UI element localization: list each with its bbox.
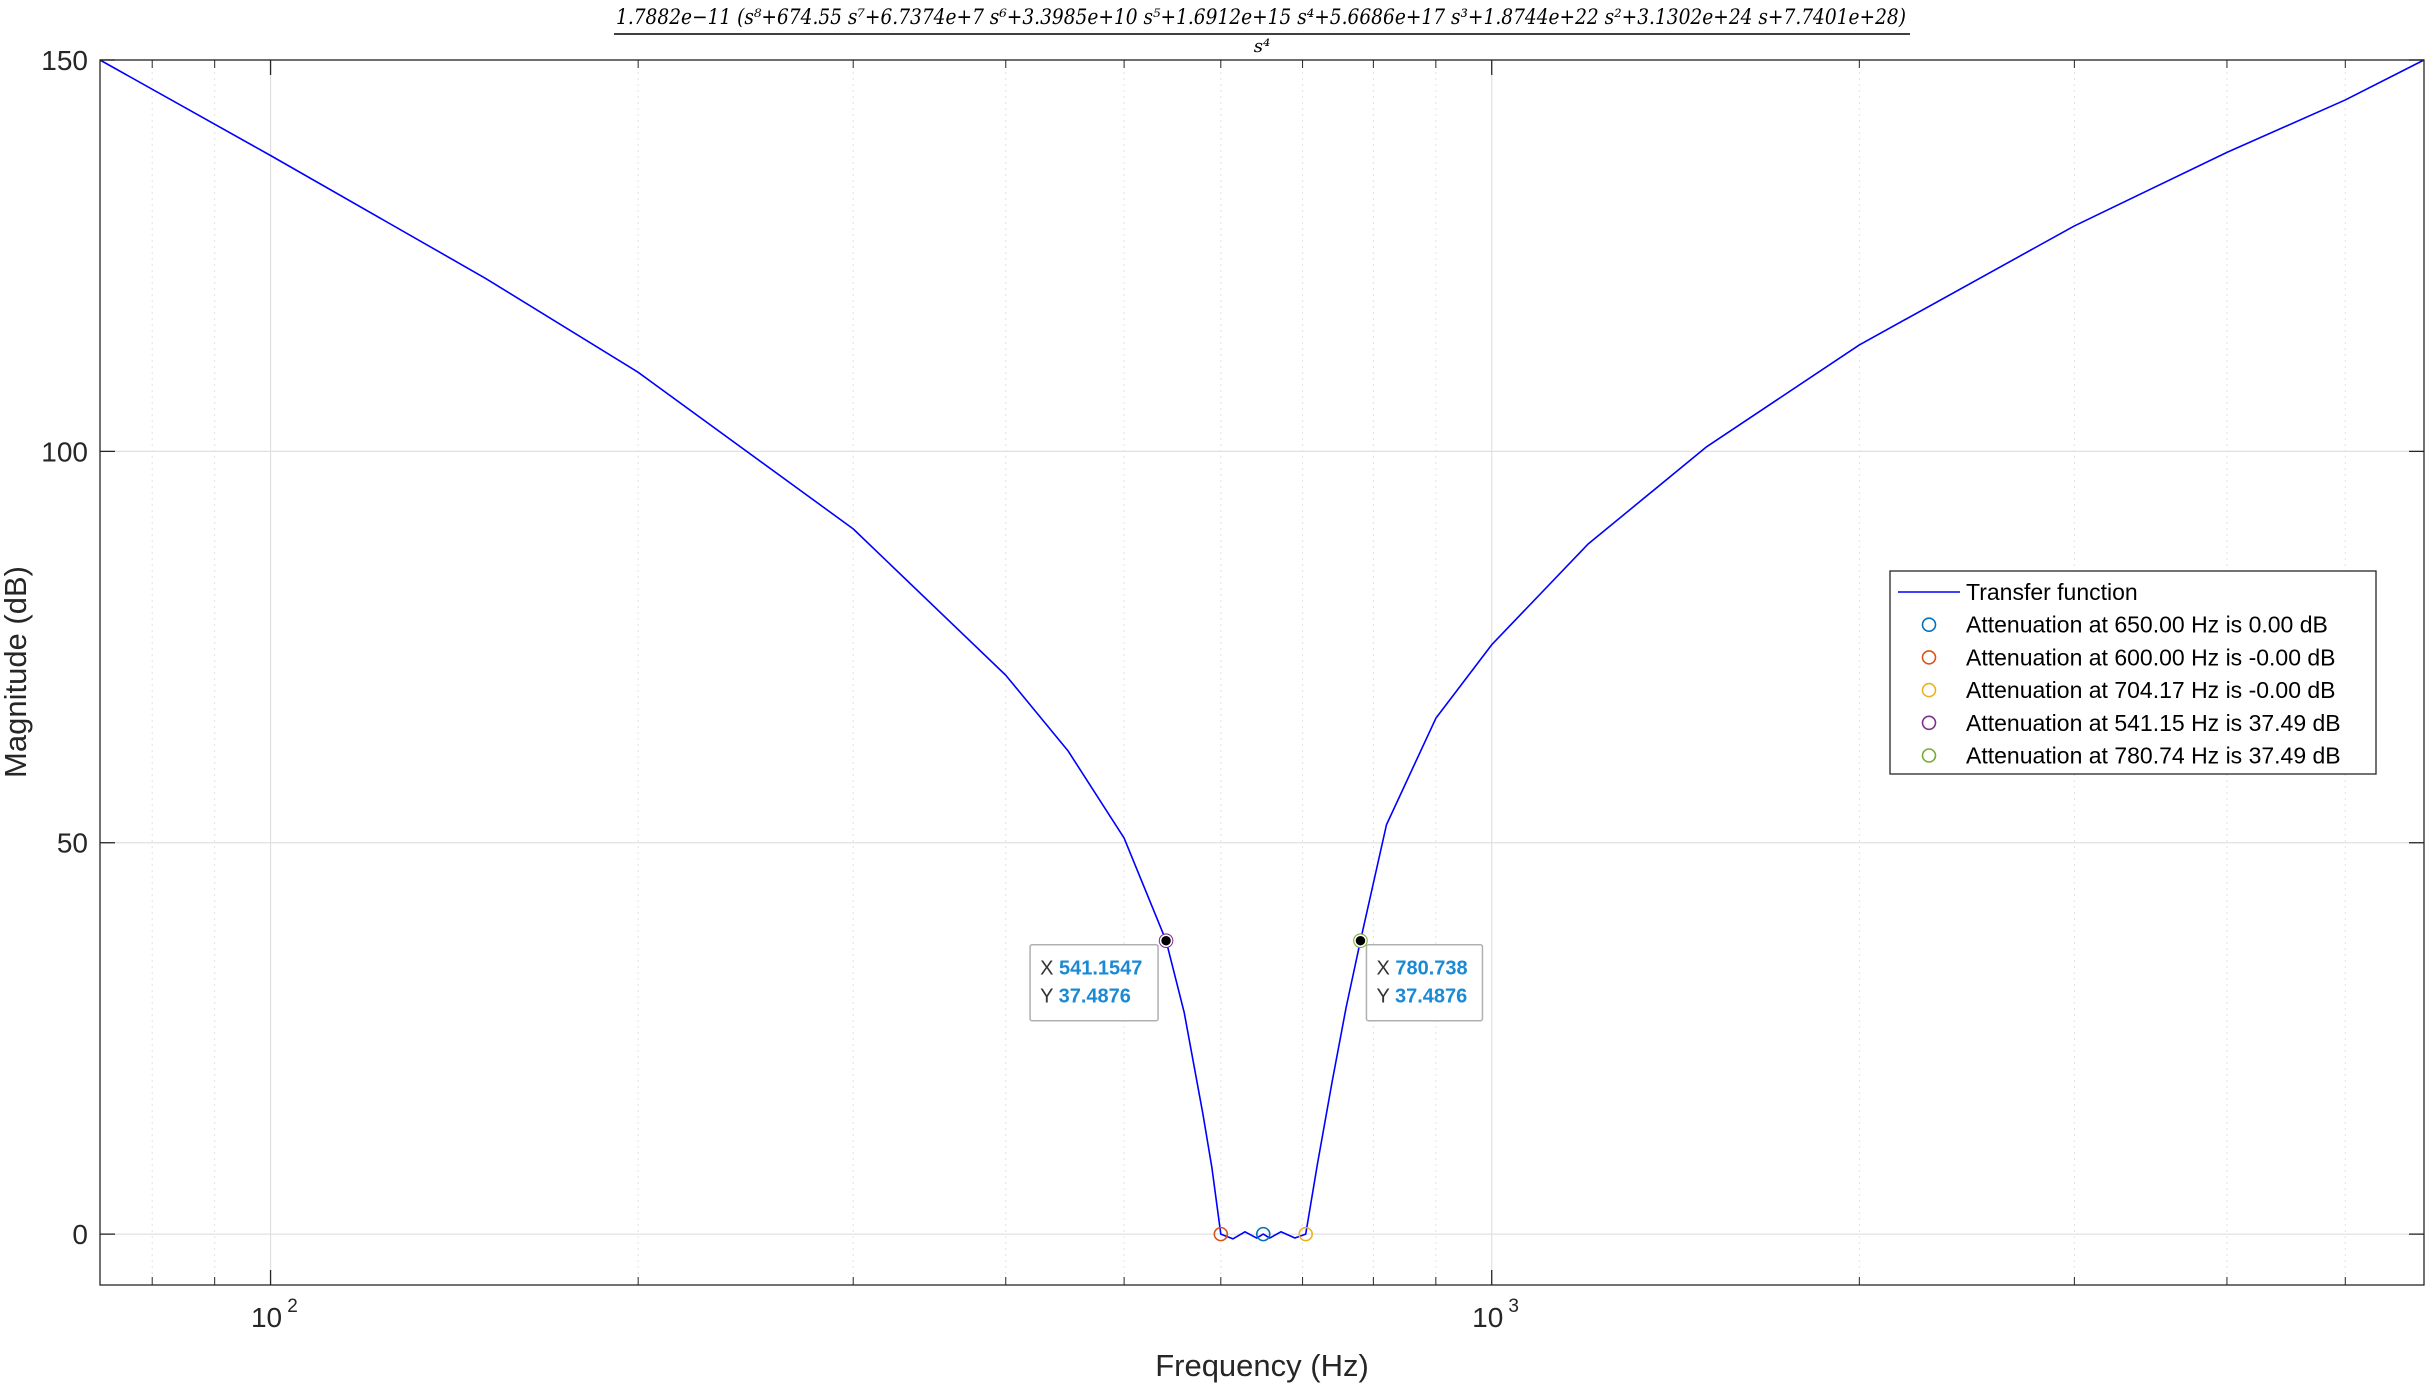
datatip-x-value: 780.738 bbox=[1395, 958, 1467, 980]
datatip-x-value: 541.1547 bbox=[1059, 958, 1142, 980]
datatip-y-value: 37.4876 bbox=[1395, 986, 1467, 1008]
legend-marker-icon bbox=[1921, 650, 1937, 665]
legend-entry[interactable]: Attenuation at 650.00 Hz is 0.00 dB bbox=[1921, 612, 2328, 638]
legend-entry[interactable]: Transfer function bbox=[1898, 579, 2138, 605]
legend-box bbox=[1889, 570, 2377, 775]
y-tick-label: 100 bbox=[41, 436, 88, 467]
datatip-x-text: X 541.1547 bbox=[1040, 958, 1142, 980]
legend-label: Attenuation at 650.00 Hz is 0.00 dB bbox=[1966, 612, 2328, 638]
chart-title: 1.7882e−11 (s⁸+674.55 s⁷+6.7374e+7 s⁶+3.… bbox=[614, 5, 1910, 57]
legend-entry[interactable]: Attenuation at 541.15 Hz is 37.49 dB bbox=[1921, 710, 2341, 736]
x-tick-label-exponent: 2 bbox=[287, 1296, 298, 1317]
series-layer bbox=[99, 59, 2425, 1242]
datatip-point[interactable] bbox=[1354, 934, 1367, 947]
y-axis-label: Magnitude (dB) bbox=[0, 566, 33, 778]
x-tick-label: 10 bbox=[1472, 1302, 1503, 1333]
legend-marker-icon bbox=[1921, 715, 1937, 731]
transfer-function-line[interactable] bbox=[99, 59, 2425, 1240]
datatip-x-label: X bbox=[1376, 958, 1395, 980]
attenuation-marker[interactable] bbox=[1298, 1226, 1314, 1242]
datatip-y-text: Y 37.4876 bbox=[1376, 986, 1467, 1008]
datatip-y-label: Y bbox=[1376, 986, 1395, 1008]
x-tick-label: 10 bbox=[251, 1302, 282, 1333]
attenuation-marker[interactable] bbox=[1158, 933, 1174, 948]
legend-entry[interactable]: Attenuation at 600.00 Hz is -0.00 dB bbox=[1921, 644, 2336, 670]
legend-label: Attenuation at 600.00 Hz is -0.00 dB bbox=[1966, 644, 2336, 670]
datatip-box bbox=[1029, 943, 1159, 1022]
y-tick-label: 150 bbox=[41, 45, 88, 76]
legend[interactable]: Transfer function Attenuation at 650.00 H… bbox=[1889, 570, 2377, 775]
datatip-y-text: Y 37.4876 bbox=[1040, 986, 1131, 1008]
datatip-box bbox=[1365, 943, 1484, 1022]
ticks bbox=[100, 59, 2424, 1285]
datatip-x-text: X 780.738 bbox=[1376, 958, 1467, 980]
legend-label: Attenuation at 541.15 Hz is 37.49 dB bbox=[1966, 710, 2341, 736]
title-denominator: s⁴ bbox=[1254, 36, 1270, 57]
x-tick-label-exponent: 3 bbox=[1508, 1296, 1519, 1317]
datatip-y-value: 37.4876 bbox=[1059, 986, 1131, 1008]
legend-marker-icon bbox=[1921, 748, 1937, 763]
axes-box bbox=[99, 59, 2425, 1286]
attenuation-marker[interactable] bbox=[1353, 933, 1368, 948]
legend-entry[interactable]: Attenuation at 780.74 Hz is 37.49 dB bbox=[1921, 743, 2341, 769]
attenuation-marker[interactable] bbox=[1255, 1226, 1271, 1242]
attenuation-marker[interactable] bbox=[1213, 1226, 1229, 1242]
legend-marker-icon bbox=[1921, 682, 1937, 698]
legend-label: Transfer function bbox=[1966, 579, 2138, 605]
legend-label: Attenuation at 704.17 Hz is -0.00 dB bbox=[1966, 677, 2336, 703]
y-tick-label: 50 bbox=[57, 828, 88, 859]
legend-marker-icon bbox=[1921, 617, 1937, 633]
y-tick-label: 0 bbox=[72, 1219, 88, 1250]
legend-label: Attenuation at 780.74 Hz is 37.49 dB bbox=[1966, 743, 2341, 769]
datatip-point[interactable] bbox=[1159, 934, 1173, 947]
x-axis-label: Frequency (Hz) bbox=[1155, 1348, 1369, 1383]
datatip-x-label: X bbox=[1040, 958, 1059, 980]
legend-entry[interactable]: Attenuation at 704.17 Hz is -0.00 dB bbox=[1921, 677, 2336, 703]
datatip-y-label: Y bbox=[1040, 986, 1059, 1008]
title-numerator: 1.7882e−11 (s⁸+674.55 s⁷+6.7374e+7 s⁶+3.… bbox=[616, 5, 1906, 29]
grid bbox=[100, 59, 2424, 1285]
